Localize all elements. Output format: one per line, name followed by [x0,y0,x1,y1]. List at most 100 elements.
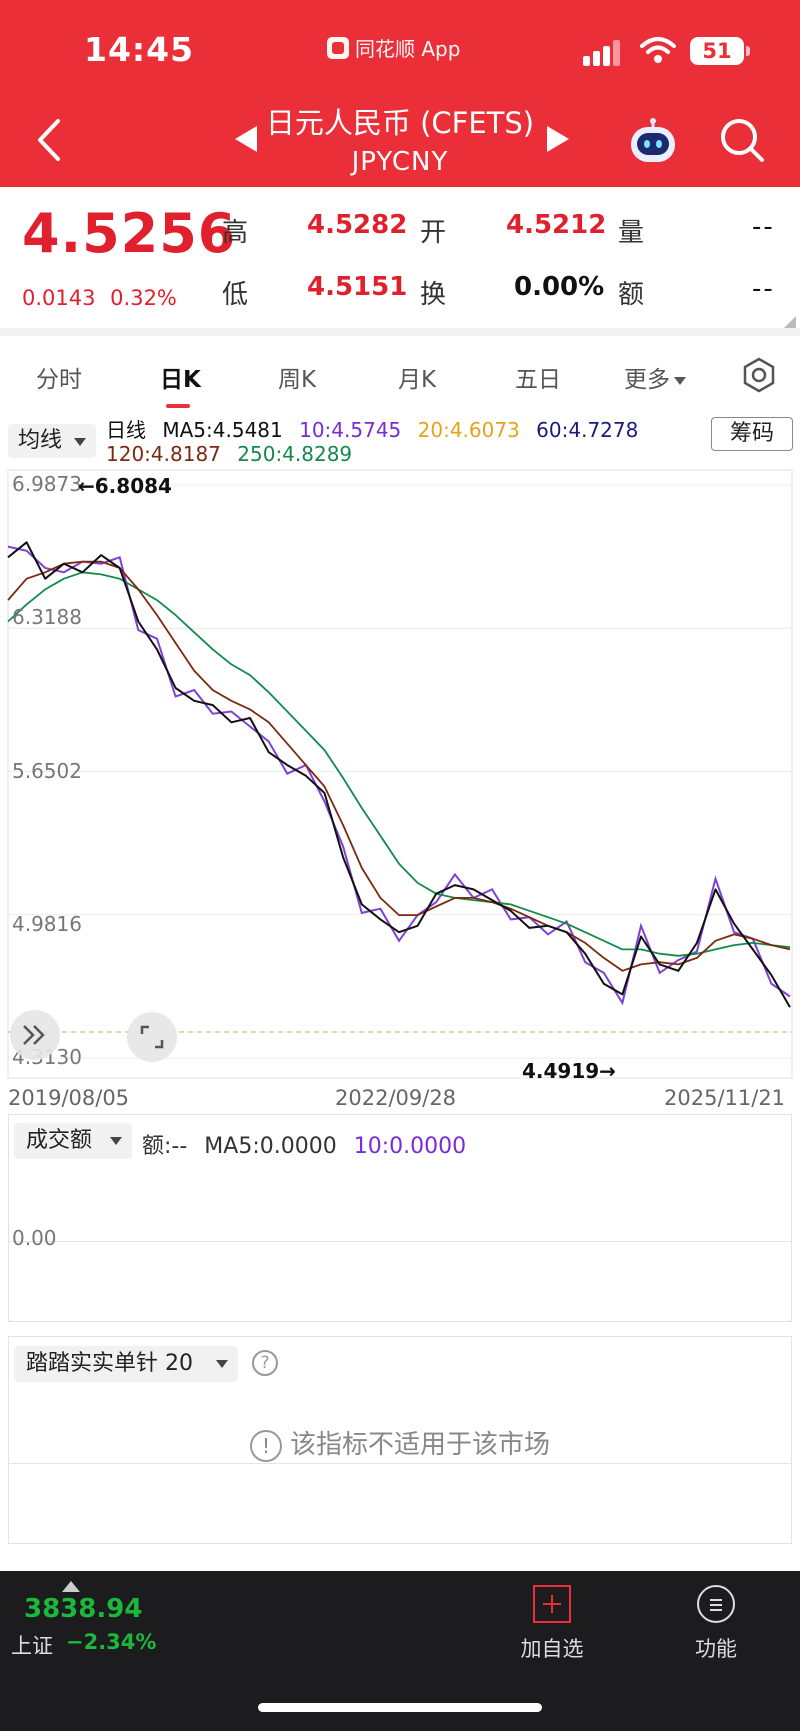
volume-panel [8,1114,792,1322]
help-icon[interactable]: ? [252,1350,278,1376]
chevron-down-icon [674,376,686,385]
index-name: 上证 [11,1634,53,1658]
ma20-value: 20:4.6073 [417,418,520,442]
robot-assistant-icon[interactable] [628,118,678,164]
back-icon[interactable] [30,115,70,165]
double-chevron-right-icon [23,1025,45,1045]
volume-ma5: MA5:0.0000 [204,1134,337,1159]
indicator-unavailable-text: 该指标不适用于该市场 [289,1430,550,1460]
max-price-annotation: ←6.8084 [78,474,172,498]
chevron-down-icon [216,1360,228,1368]
plus-icon [533,1585,571,1623]
instrument-code: JPYCNY [351,147,449,177]
low-label: 低 [222,280,249,310]
indicator-selector[interactable]: 踏踏实实单针 20 [14,1346,238,1382]
active-tab-indicator [166,404,190,408]
series-line-250 [7,571,791,957]
fullscreen-button[interactable] [127,1012,177,1062]
line-type-label: 日线 [106,418,146,442]
kline-chart[interactable] [0,468,800,1080]
ma-legend-row-2: 120:4.8187 250:4.8289 [106,442,352,466]
volume-selector-label: 成交额 [26,1128,93,1153]
chevron-down-icon [110,1137,122,1145]
section-divider [0,328,800,336]
index-value[interactable]: 3838.94 [24,1594,143,1624]
y-tick-label: 6.9873 [12,472,82,496]
cellular-signal-icon [583,40,623,66]
ma-legend-row-1: 日线 MA5:4.5481 10:4.5745 20:4.6073 60:4.7… [106,414,638,443]
volume-ma10: 10:0.0000 [353,1134,467,1159]
header-bar: 14:45 同花顺 App 51 日元人民币 (CFETS) JPYCNY [0,0,800,187]
ma10-value: 10:4.5745 [299,418,402,442]
menu-icon [697,1585,735,1623]
high-value: 4.5282 [307,210,408,240]
functions-button[interactable]: 功能 [676,1585,756,1663]
tab-monthly-k[interactable]: 月K [398,367,437,393]
tab-more[interactable]: 更多 [624,360,686,394]
min-price-annotation: 4.4919→ [522,1059,616,1083]
prev-instrument-icon[interactable] [235,126,257,152]
chart-gridlines [8,484,792,1059]
battery-indicator: 51 [690,37,750,65]
add-watchlist-button[interactable]: 加自选 [512,1585,592,1663]
ma120-value: 120:4.8187 [106,442,221,466]
quote-expand-corner-icon[interactable] [784,316,796,328]
open-label: 开 [420,218,447,248]
volume-y-tick: 0.00 [12,1226,57,1250]
series-line-120 [7,560,791,972]
turnover-value: 0.00% [514,272,605,302]
y-tick-label: 4.9816 [12,912,82,936]
tab-intraday[interactable]: 分时 [36,367,82,393]
settings-hexagon-icon[interactable] [740,356,778,394]
ma5-value: MA5:4.5481 [162,418,283,442]
fullscreen-icon [140,1025,164,1049]
search-icon[interactable] [718,116,766,164]
add-watchlist-label: 加自选 [520,1637,584,1661]
amount-value: -- [752,274,775,304]
amount-label: 额 [618,280,645,310]
wifi-icon [640,37,676,63]
tab-weekly-k[interactable]: 周K [278,367,317,393]
info-exclamation-icon: ! [249,1429,282,1462]
last-price: 4.5256 [22,202,237,265]
app-logo-icon [327,36,349,59]
volume-amount: 额:-- [142,1134,188,1159]
tab-daily-k[interactable]: 日K [160,367,201,393]
series-line-price [7,545,791,1006]
y-tick-label: 5.6502 [12,759,82,783]
page-title: 日元人民币 (CFETS) [265,106,535,140]
ma250-value: 250:4.8289 [237,442,353,466]
status-app-name: 同花顺 App [355,37,461,61]
chevron-down-icon [74,438,86,446]
ma-selector-label: 均线 [18,428,63,453]
price-change-pct: 0.32% [110,286,177,310]
high-label: 高 [222,218,249,248]
volume-legend: 额:-- MA5:0.0000 10:0.0000 [142,1128,466,1160]
expand-left-button[interactable] [10,1010,60,1060]
y-tick-label: 6.3188 [12,605,82,629]
turnover-label: 换 [420,280,447,310]
x-tick-label: 2025/11/21 [664,1086,786,1110]
chart-series [7,541,791,1008]
open-value: 4.5212 [506,210,607,240]
next-instrument-icon[interactable] [547,126,569,152]
x-tick-label: 2019/08/05 [8,1086,130,1110]
x-tick-label: 2022/09/28 [335,1086,457,1110]
ma-selector[interactable]: 均线 [8,424,96,458]
tab-five-day[interactable]: 五日 [515,367,561,393]
volume-label: 量 [618,218,645,248]
chip-distribution-button[interactable]: 筹码 [711,417,793,451]
price-change: 0.0143 0.32% [22,286,177,310]
indicator-selector-label: 踏踏实实单针 20 [26,1351,193,1376]
home-indicator [258,1703,542,1712]
series-line-ma5 [7,541,791,1008]
volume-indicator-selector[interactable]: 成交额 [14,1123,132,1159]
index-change: −2.34% [66,1630,157,1654]
indicator-unavailable-message: ! 该指标不适用于该市场 [0,1424,800,1462]
status-time: 14:45 [84,30,195,69]
price-change-value: 0.0143 [22,286,96,310]
low-value: 4.5151 [307,272,408,302]
status-app-indicator[interactable]: 同花顺 App [327,33,460,62]
chart-frame [7,469,793,1079]
index-expand-icon[interactable] [62,1581,80,1592]
